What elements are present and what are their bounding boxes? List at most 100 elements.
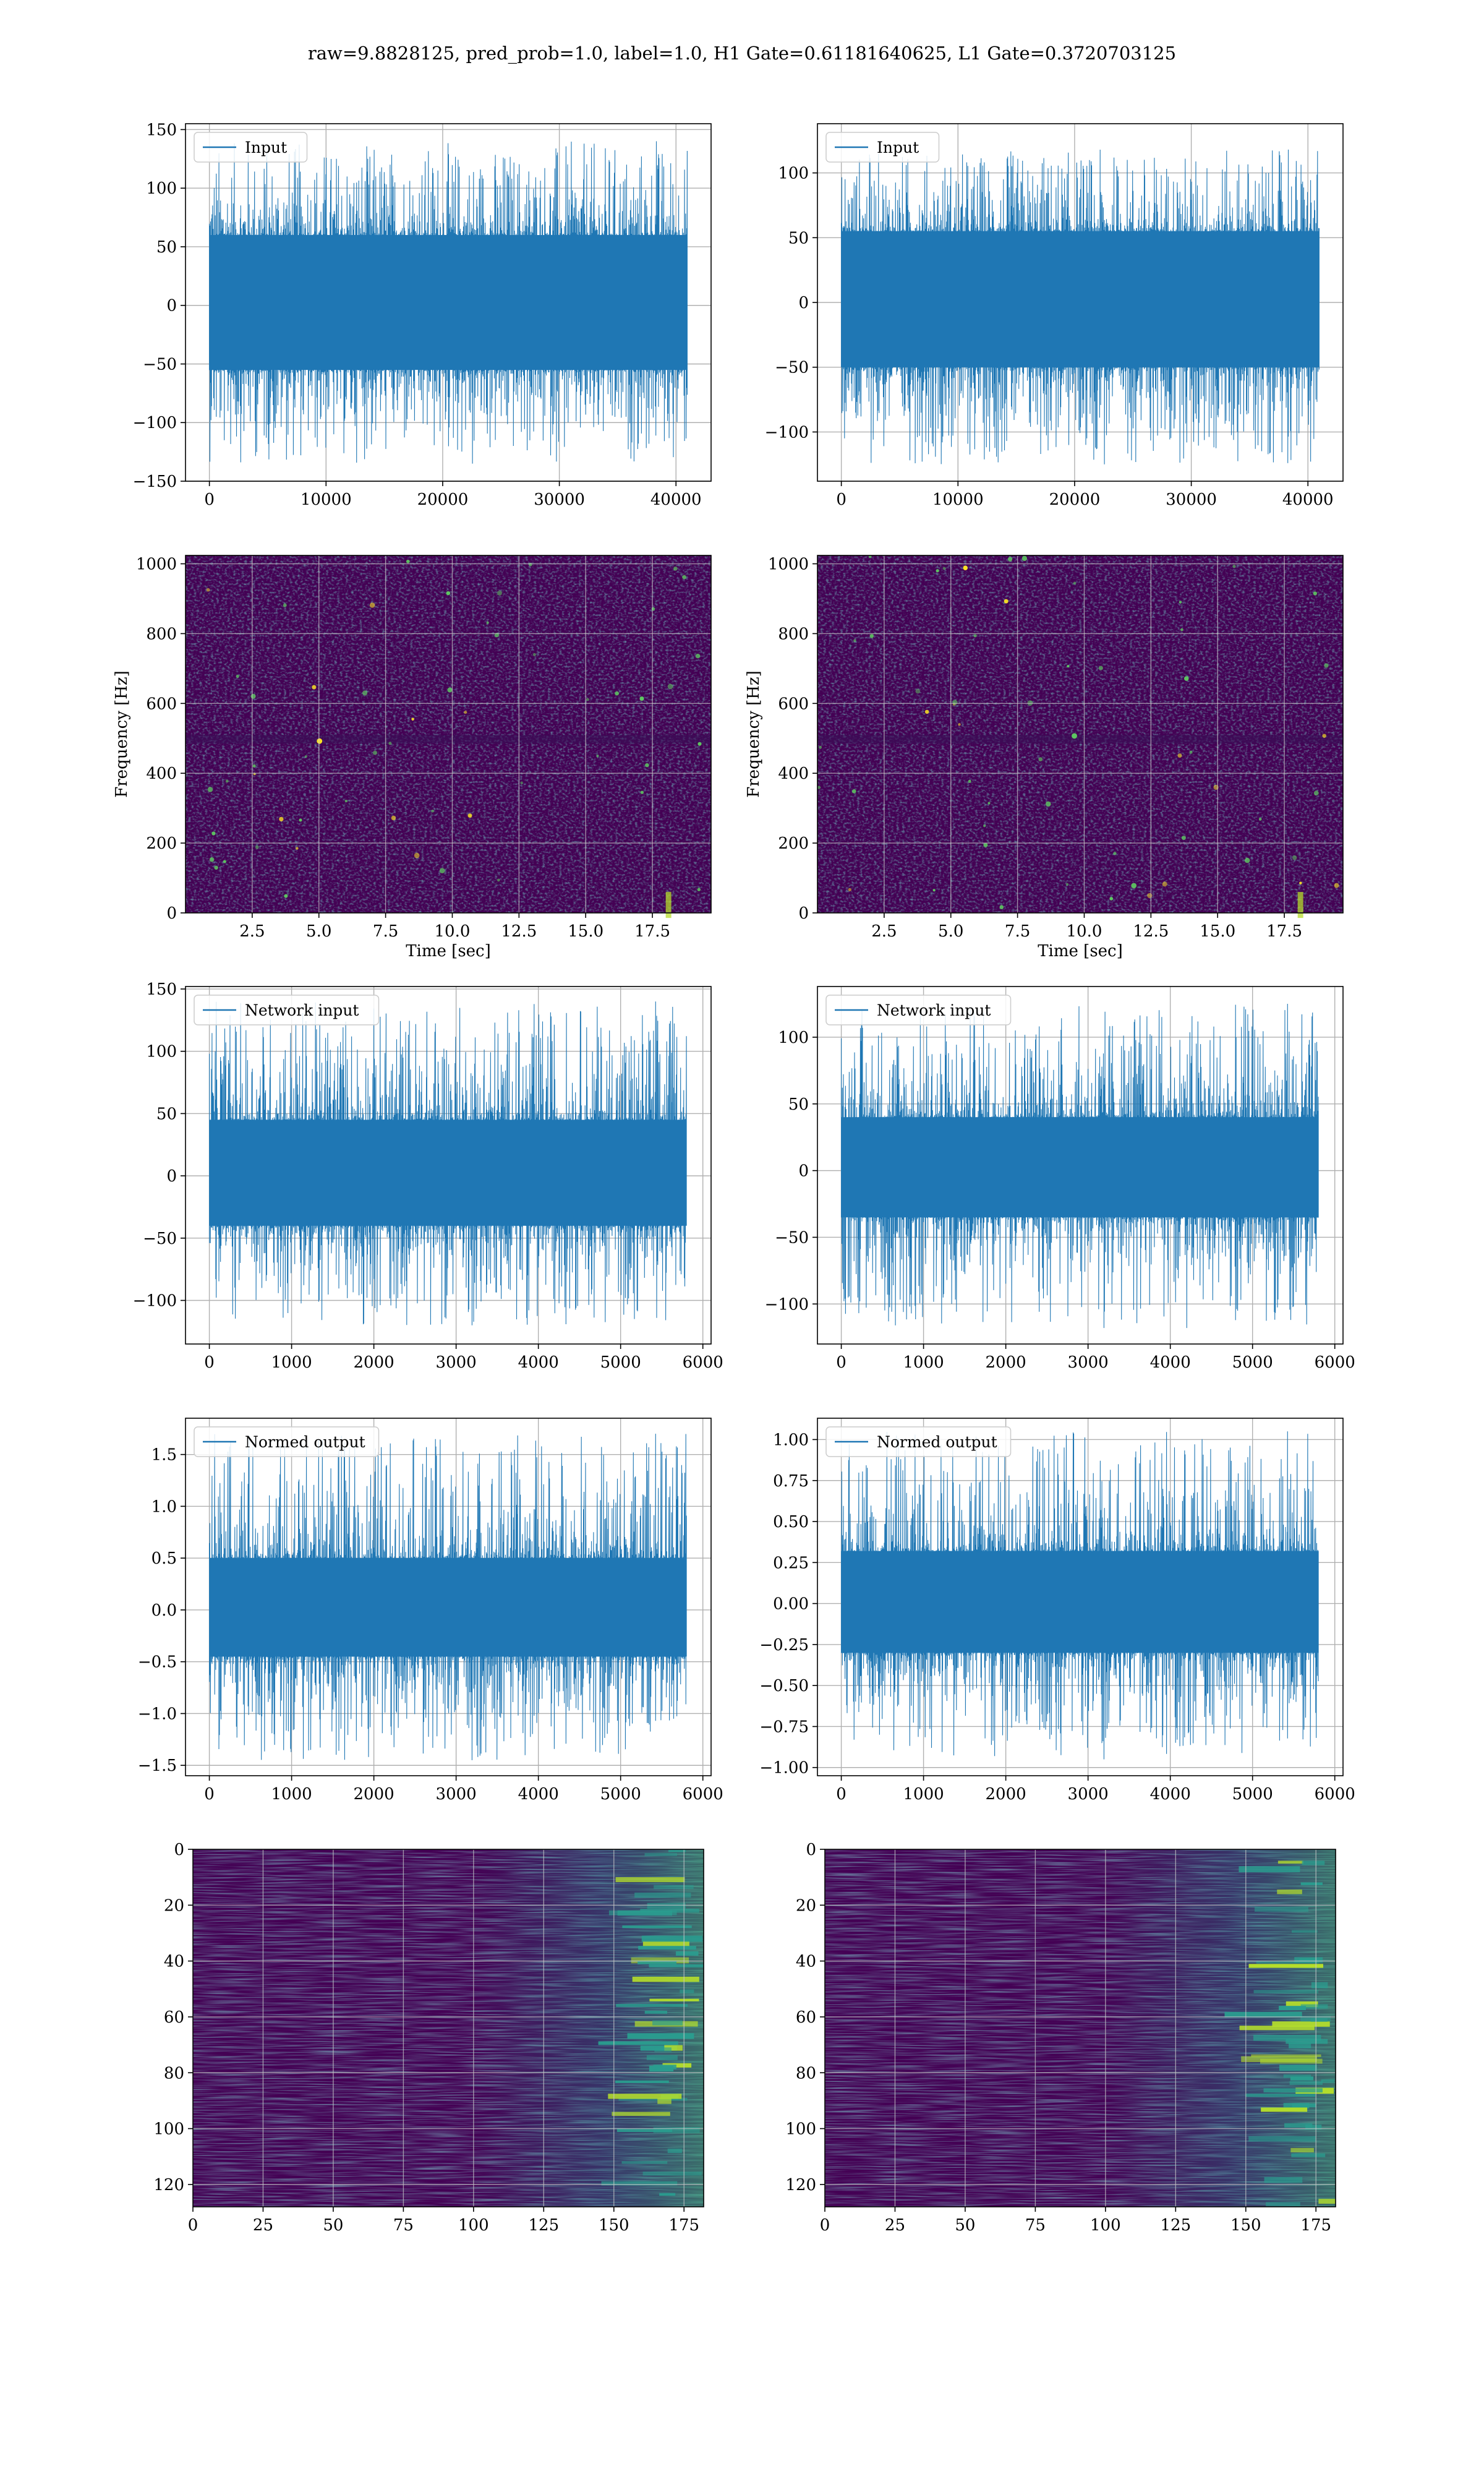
l1-net-xtick-label-0: 0: [836, 1353, 846, 1372]
h1-spec-hot-pixel: [486, 621, 489, 624]
l1-feat-activation: [1248, 1964, 1323, 1968]
h1-net-xtick-label-6: 6000: [683, 1353, 723, 1372]
l1-feat-activation: [1289, 2042, 1311, 2048]
h1-input-xtick-label-4: 40000: [650, 490, 702, 509]
l1-feat-activation: [1253, 2035, 1321, 2041]
l1-feat-activation: [1291, 2153, 1326, 2157]
h1-feat-activation: [608, 2094, 682, 2099]
h1-feat-activation: [668, 1849, 686, 1852]
l1-feat-activation: [1279, 2006, 1307, 2011]
h1-net-xtick-label-0: 0: [204, 1353, 215, 1372]
l1-spec-ytick-label-2: 400: [778, 764, 809, 783]
l1-norm-ytick-label-6: 0.50: [773, 1513, 809, 1531]
h1-spec-hot-pixel: [372, 750, 378, 755]
l1-input-ytick-label-4: 100: [778, 165, 809, 183]
h1-norm-xtick-label-6: 6000: [683, 1785, 723, 1804]
l1-feat-ytick-label-0: 0: [806, 1841, 816, 1859]
l1-feature-map-panel: 0 25 50 75 100 125 150 175 0 20 40 60 80 100 120: [785, 1841, 1336, 2235]
h1-spec-hot-pixel: [586, 698, 589, 701]
h1-spec-xtick-label-4: 12.5: [501, 922, 537, 941]
h1-input-ytick-label-6: 150: [146, 121, 177, 139]
l1-feat-activation: [1300, 1882, 1323, 1885]
l1-input-ytick-label-3: 50: [788, 229, 809, 247]
l1-norm-xtick-label-4: 4000: [1150, 1785, 1191, 1804]
l1-spec-hot-pixel: [1177, 753, 1182, 758]
l1-net-xtick-label-3: 3000: [1068, 1353, 1109, 1372]
h1-spec-hot-pixel: [223, 860, 226, 863]
h1-norm-ytick-label-6: 1.5: [151, 1446, 177, 1465]
h1-feat-activation: [662, 2063, 692, 2068]
l1-spec-hot-pixel: [936, 569, 939, 573]
h1-net-legend: Network input: [194, 995, 380, 1025]
h1-feature-map-panel: 0 25 50 75 100 125 150 175 0 20 40 60 80 100 120: [153, 1841, 704, 2235]
h1-net-xtick-label-1: 1000: [271, 1353, 312, 1372]
l1-spec-hot-pixel: [1021, 555, 1028, 562]
h1-spec-hot-pixel: [697, 742, 702, 746]
h1-norm-xtick-label-0: 0: [204, 1785, 215, 1804]
h1-spec-hot-pixel: [667, 683, 673, 690]
l1-spec-signal-chirp: [1297, 892, 1303, 918]
l1-input-series-band: [841, 231, 1320, 367]
h1-norm-series-band: [209, 1558, 687, 1657]
h1-net-legend-label: Network input: [245, 1001, 359, 1019]
l1-feat-activation: [1318, 2199, 1336, 2204]
h1-feat-ytick-label-2: 40: [164, 1953, 184, 1971]
h1-net-xtick-label-4: 4000: [518, 1353, 559, 1372]
h1-spec-hot-pixel: [299, 818, 302, 822]
l1-spec-hot-pixel: [1162, 881, 1167, 887]
h1-feat-activation: [627, 2033, 694, 2039]
l1-spec-hot-pixel: [1258, 818, 1262, 821]
h1-spec-hot-pixel: [209, 857, 215, 862]
h1-spec-hot-pixel: [206, 588, 210, 592]
l1-norm-xtick-label-6: 6000: [1315, 1785, 1355, 1804]
h1-spec-hot-pixel: [284, 894, 288, 898]
l1-spec-xtick-label-0: 2.5: [871, 922, 897, 941]
l1-input-xtick-label-2: 20000: [1049, 490, 1101, 509]
l1-input-ytick-label-0: −100: [765, 423, 809, 442]
h1-input-legend-label: Input: [245, 139, 287, 156]
l1-spec-ytick-label-1: 200: [778, 834, 809, 853]
l1-feat-ytick-label-2: 40: [796, 1953, 816, 1971]
h1-spec-hot-pixel: [296, 847, 299, 850]
h1-spec-texture: [186, 555, 711, 913]
h1-feat-activation: [664, 2045, 683, 2051]
l1-spec-frame: [817, 555, 1344, 914]
h1-feat-xtick-label-0: 0: [188, 2216, 198, 2235]
h1-spec-hot-pixel: [411, 717, 414, 721]
h1-feat-activation: [601, 2181, 678, 2186]
h1-feat-ytick-label-0: 0: [174, 1841, 184, 1859]
l1-spec-xtick-label-5: 15.0: [1200, 922, 1235, 941]
h1-input-xtick-label-3: 30000: [534, 490, 585, 509]
h1-spec-hot-pixel: [369, 602, 375, 608]
l1-spec-hot-pixel: [848, 888, 851, 891]
h1-feat-activation: [646, 2055, 678, 2060]
h1-feat-activation: [638, 1946, 696, 1950]
h1-spec-xtick-label-0: 2.5: [239, 922, 265, 941]
l1-spec-hot-pixel: [958, 723, 961, 726]
h1-spec-hot-pixel: [317, 738, 323, 744]
h1-input-ytick-label-1: −100: [133, 414, 177, 432]
l1-feat-activation: [1263, 2088, 1323, 2093]
l1-feat-frame: [824, 1849, 1336, 2207]
l1-feat-activation: [1300, 2004, 1328, 2009]
h1-feat-edge-glow: [193, 1849, 704, 2207]
l1-feat-activation: [1286, 2039, 1328, 2044]
h1-spec-hot-pixel: [615, 691, 620, 696]
h1-spec-xtick-label-6: 17.5: [634, 922, 670, 941]
l1-spec-hot-pixel: [1232, 564, 1236, 568]
h1-spec-hot-pixel: [596, 755, 599, 758]
l1-feat-activation: [1286, 2001, 1318, 2008]
h1-spec-hot-pixel: [207, 787, 213, 792]
h1-feat-activation: [667, 2148, 682, 2154]
l1-spec-hot-pixel: [1065, 883, 1069, 886]
h1-feat-activation: [649, 1998, 699, 2001]
h1-feat-activation: [615, 1877, 685, 1883]
l1-feat-activation: [1321, 2079, 1335, 2083]
l1-spec-hot-pixel: [1073, 581, 1077, 585]
h1-feat-ytick-label-4: 80: [164, 2064, 184, 2082]
h1-feat-activation: [616, 2128, 673, 2133]
h1-feat-activation: [618, 2098, 688, 2101]
l1-net-legend-label: Network input: [877, 1001, 991, 1019]
l1-norm-xtick-label-3: 3000: [1068, 1785, 1109, 1804]
l1-spec-hot-pixel: [1007, 557, 1013, 562]
